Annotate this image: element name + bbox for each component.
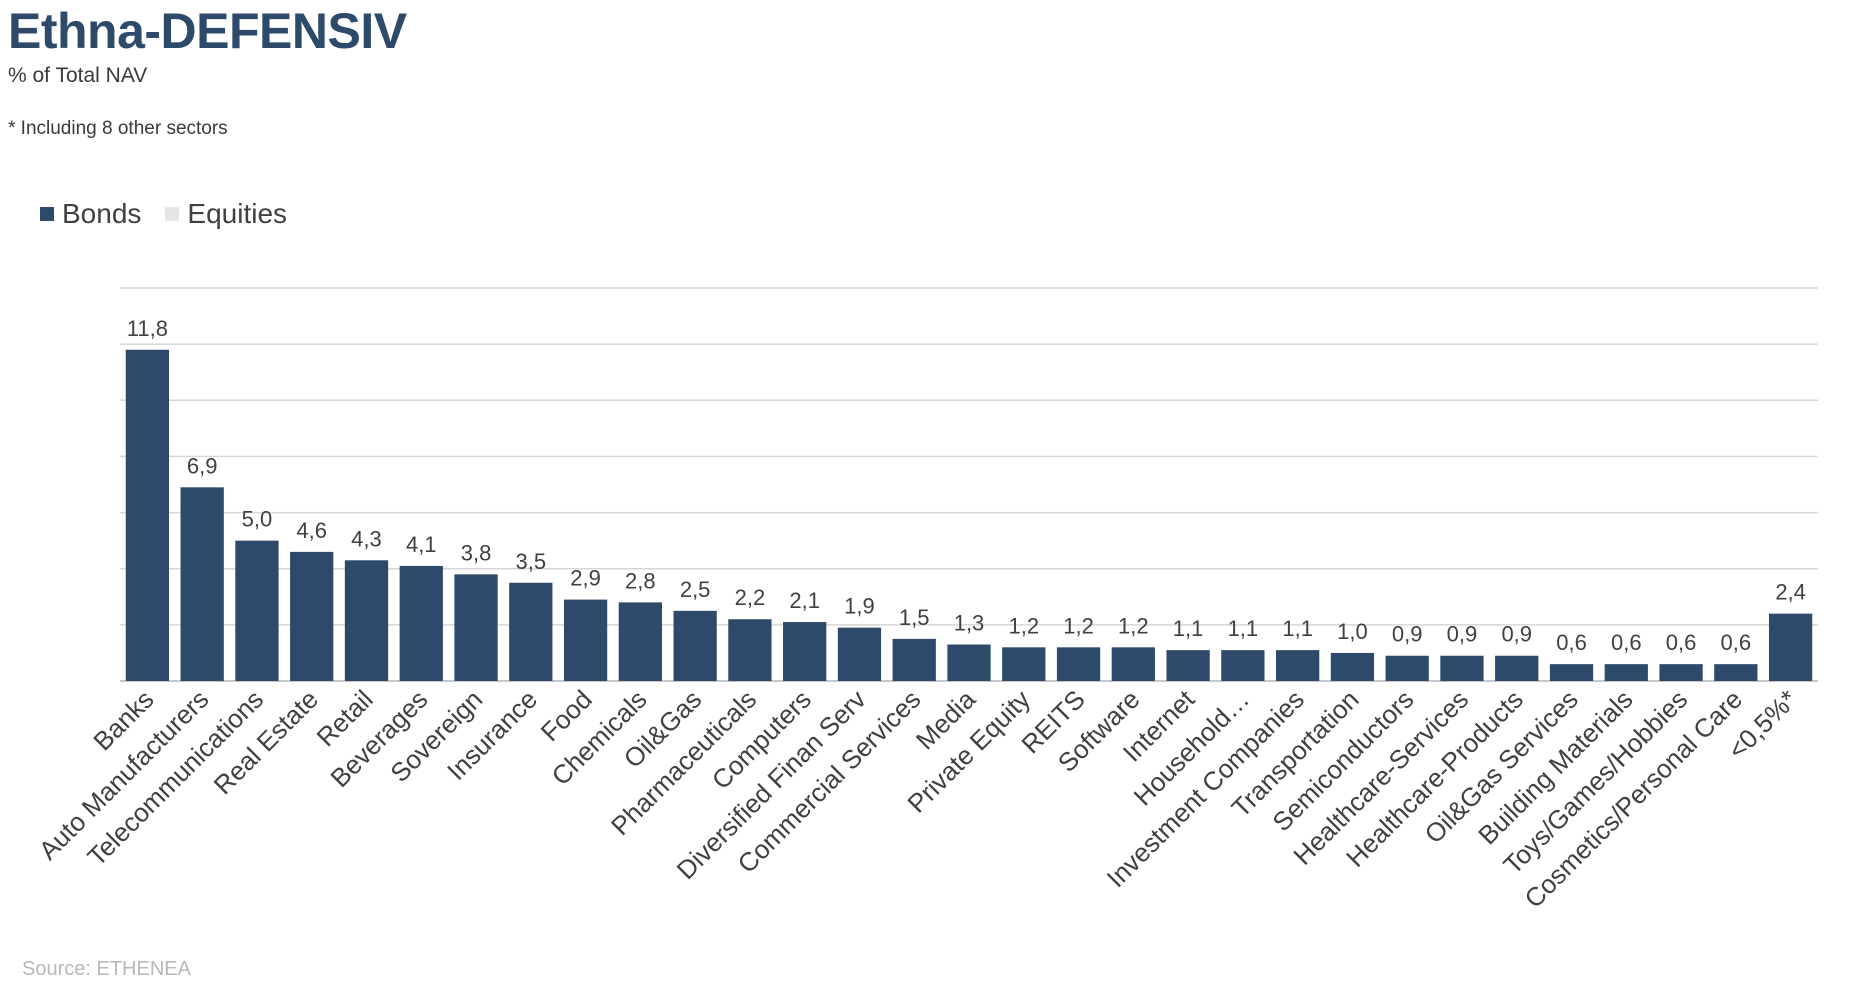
data-label: 11,8: [127, 316, 168, 341]
bar: [1714, 664, 1758, 681]
legend-label-equities: Equities: [187, 198, 288, 229]
data-label: 4,1: [406, 532, 437, 557]
bar: [1111, 647, 1155, 681]
legend: Bonds Equities: [40, 198, 311, 230]
data-label: 1,2: [1118, 613, 1149, 638]
bar: [1604, 664, 1648, 681]
bar: [1495, 655, 1539, 681]
bar: [180, 487, 224, 681]
data-label: 4,3: [351, 526, 382, 551]
bar: [1330, 652, 1375, 681]
data-label: 0,6: [1721, 630, 1752, 655]
bar: [1549, 664, 1594, 681]
bar: [1056, 647, 1101, 681]
source-note: Source: ETHENEA: [22, 958, 191, 980]
data-label: 2,2: [735, 585, 766, 610]
data-label: 6,9: [187, 453, 218, 478]
data-label: 1,1: [1228, 616, 1259, 641]
bar: [235, 540, 279, 681]
data-label: 5,0: [242, 507, 273, 532]
legend-label-bonds: Bonds: [62, 198, 142, 229]
legend-item-bonds: Bonds: [40, 198, 141, 230]
bar: [454, 574, 498, 681]
data-label: 2,5: [680, 577, 711, 602]
bar: [1385, 655, 1429, 681]
data-label: 4,6: [296, 518, 327, 543]
bar: [1276, 650, 1320, 681]
data-label: 0,6: [1556, 630, 1587, 655]
bar: [1768, 613, 1813, 681]
data-label: 1,1: [1282, 616, 1313, 641]
bar: [125, 349, 170, 681]
bar: [673, 610, 717, 681]
chart-subtitle: % of Total NAV: [8, 64, 148, 87]
bar: [728, 619, 772, 681]
chart-title: Ethna-DEFENSIV: [8, 3, 407, 59]
data-label: 3,5: [516, 549, 547, 574]
bar: [563, 599, 608, 681]
data-label: 2,1: [789, 588, 820, 613]
data-label: 3,8: [461, 540, 492, 565]
data-label: 0,6: [1611, 630, 1642, 655]
data-label: 0,9: [1501, 622, 1532, 647]
data-label: 2,8: [625, 568, 656, 593]
data-label: 1,9: [844, 594, 875, 619]
bar: [1440, 655, 1484, 681]
data-label: 1,0: [1337, 619, 1368, 644]
bar: [947, 644, 991, 681]
legend-swatch-bonds: [40, 207, 54, 221]
data-label: 1,5: [899, 605, 930, 630]
bar: [1221, 650, 1265, 681]
bar: [290, 551, 334, 681]
legend-item-equities: Equities: [165, 198, 287, 230]
bar: [783, 622, 827, 681]
data-label: 2,9: [570, 566, 601, 591]
data-label: 0,9: [1392, 622, 1423, 647]
bar: [344, 560, 389, 681]
bar: [837, 627, 882, 681]
data-label: 2,4: [1775, 580, 1806, 605]
bar: [509, 582, 553, 681]
bar: [892, 638, 936, 681]
bar: [1166, 650, 1210, 681]
data-label: 1,1: [1173, 616, 1204, 641]
data-label: 1,3: [954, 611, 985, 636]
bar: [1002, 647, 1046, 681]
chart-footnote: * Including 8 other sectors: [8, 118, 228, 139]
data-label: 1,2: [1008, 613, 1039, 638]
bar: [1659, 664, 1703, 681]
data-label: 1,2: [1063, 613, 1094, 638]
data-label: 0,9: [1447, 622, 1478, 647]
bar: [618, 602, 662, 681]
bar: [399, 565, 443, 681]
data-label: 0,6: [1666, 630, 1697, 655]
legend-swatch-equities: [165, 207, 180, 221]
